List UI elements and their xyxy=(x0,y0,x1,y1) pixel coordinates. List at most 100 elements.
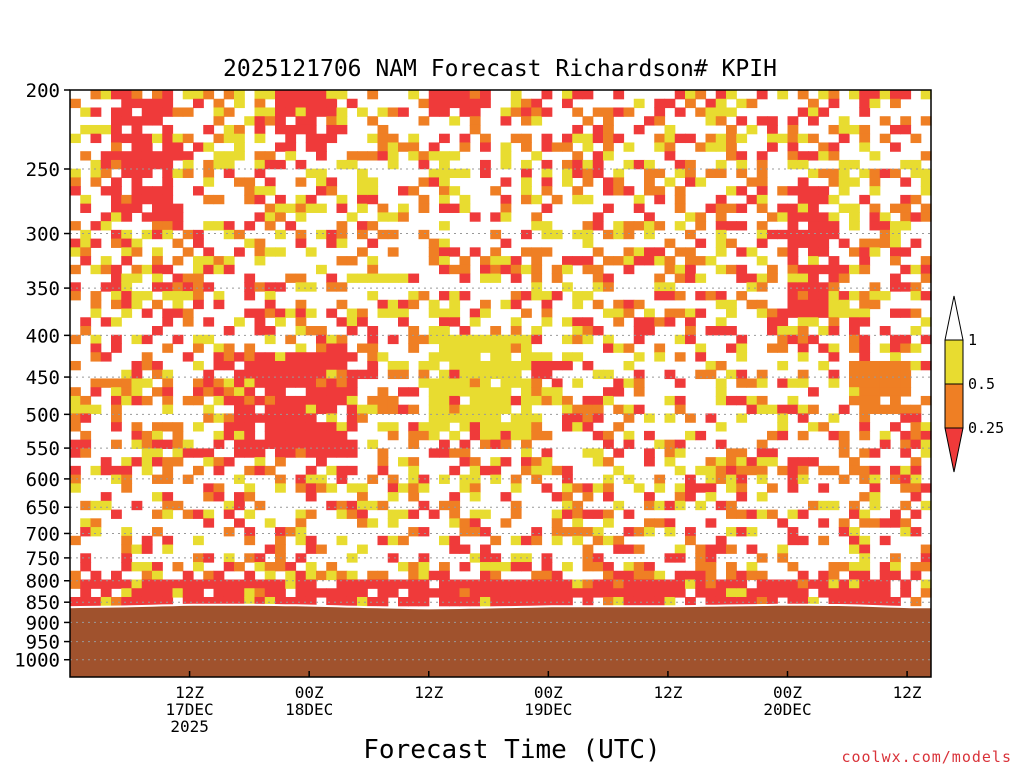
ri-cell xyxy=(490,404,502,415)
ri-cell xyxy=(449,544,461,554)
ri-cell xyxy=(90,221,102,231)
ri-cell xyxy=(654,98,666,109)
ri-cell xyxy=(152,509,163,519)
ri-cell xyxy=(521,116,532,126)
ri-cell xyxy=(275,395,286,406)
ri-cell xyxy=(562,596,573,607)
ri-cell xyxy=(705,256,717,266)
ri-cell xyxy=(572,151,584,161)
ri-cell xyxy=(387,535,399,546)
ri-cell xyxy=(551,387,563,397)
ri-cell xyxy=(715,360,727,371)
ri-cell xyxy=(264,579,276,589)
ri-cell xyxy=(326,413,338,423)
ri-cell xyxy=(316,422,327,432)
ri-cell xyxy=(869,282,881,292)
ri-cell xyxy=(223,430,235,441)
ri-cell xyxy=(582,588,594,598)
ri-cell xyxy=(459,369,471,380)
ri-cell xyxy=(664,518,676,528)
ri-cell xyxy=(182,247,194,257)
ri-cell xyxy=(459,90,471,100)
ri-cell xyxy=(449,579,461,589)
ri-cell xyxy=(838,448,850,458)
ri-cell xyxy=(490,229,502,240)
ri-cell xyxy=(193,562,204,572)
ri-cell xyxy=(808,282,819,292)
ri-cell xyxy=(111,107,122,117)
x-tick-label: 00Z xyxy=(773,683,802,702)
ri-cell xyxy=(387,369,399,380)
ri-cell xyxy=(203,404,215,415)
ri-cell xyxy=(582,264,594,275)
ri-cell xyxy=(633,588,645,598)
ri-cell xyxy=(377,151,389,161)
ri-cell xyxy=(695,308,707,318)
ri-cell xyxy=(449,413,461,423)
ri-cell xyxy=(674,264,686,275)
ri-cell xyxy=(131,159,143,170)
ri-cell xyxy=(756,395,768,406)
credit-text: coolwx.com/models xyxy=(841,748,1012,766)
ri-cell xyxy=(326,352,338,362)
ri-cell xyxy=(100,159,112,170)
ri-cell xyxy=(316,430,327,441)
ri-cell xyxy=(910,360,922,371)
ri-cell xyxy=(746,527,758,537)
ri-cell xyxy=(316,98,327,109)
ri-cell xyxy=(428,360,440,371)
ri-cell xyxy=(654,579,666,589)
ri-cell xyxy=(644,256,655,266)
ri-cell xyxy=(736,395,748,406)
ri-cell xyxy=(818,291,830,301)
ri-cell xyxy=(439,596,450,607)
ri-cell xyxy=(777,404,789,415)
ri-cell xyxy=(141,596,153,607)
ri-cell xyxy=(213,133,225,144)
ri-cell xyxy=(459,448,471,458)
ri-cell xyxy=(797,352,809,362)
ri-cell xyxy=(336,282,348,292)
ri-cell xyxy=(295,369,307,380)
ri-cell xyxy=(808,334,819,345)
ri-cell xyxy=(346,273,358,283)
ri-cell xyxy=(244,395,256,406)
ri-cell xyxy=(213,352,225,362)
ri-cell xyxy=(449,203,461,213)
ri-cell xyxy=(510,343,522,353)
ri-cell xyxy=(623,378,635,388)
ri-cell xyxy=(295,570,307,581)
ri-cell xyxy=(746,247,758,257)
ri-cell xyxy=(80,194,92,205)
ri-cell xyxy=(777,360,789,371)
ri-cell xyxy=(890,98,901,109)
ri-cell xyxy=(387,474,399,484)
ri-cell xyxy=(654,133,666,144)
ri-cell xyxy=(316,483,327,493)
ri-cell xyxy=(305,133,317,144)
ri-cell xyxy=(818,422,830,432)
richardson-cells xyxy=(70,90,932,607)
ri-cell xyxy=(787,273,799,283)
ri-cell xyxy=(797,229,809,240)
ri-cell xyxy=(367,404,379,415)
ri-cell xyxy=(797,90,809,100)
ri-cell xyxy=(439,186,450,196)
ri-cell xyxy=(162,387,174,397)
ri-cell xyxy=(726,448,737,458)
ri-cell xyxy=(480,404,491,415)
ri-cell xyxy=(162,203,174,213)
ri-cell xyxy=(777,579,789,589)
ri-cell xyxy=(613,177,625,187)
ri-cell xyxy=(203,221,215,231)
ri-cell xyxy=(234,151,245,161)
ri-cell xyxy=(490,570,502,581)
ri-cell xyxy=(100,352,112,362)
ri-cell xyxy=(879,116,891,126)
ri-cell xyxy=(654,116,666,126)
ri-cell xyxy=(562,282,573,292)
ri-cell xyxy=(469,457,481,467)
ri-cell xyxy=(674,439,686,449)
ri-cell xyxy=(920,430,932,441)
ri-cell xyxy=(111,264,122,275)
